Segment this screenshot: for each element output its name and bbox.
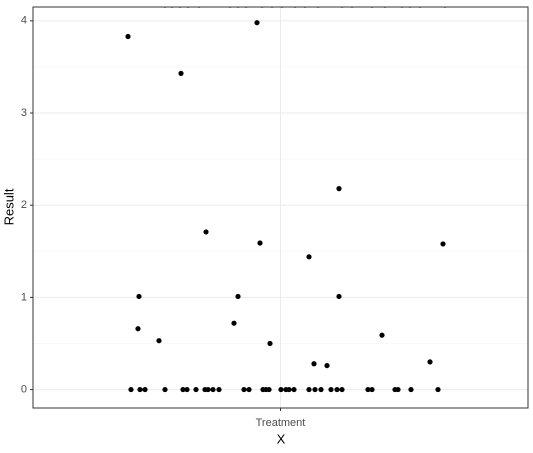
grid (33, 7, 528, 408)
point (210, 386, 216, 393)
point (184, 386, 190, 393)
point (241, 386, 247, 393)
point (286, 386, 292, 393)
point (178, 70, 184, 76)
point (254, 20, 260, 26)
point (156, 338, 162, 344)
x-axis-title: X (277, 431, 286, 446)
y-tick-label: 1 (21, 291, 27, 303)
point (395, 386, 401, 393)
point (435, 386, 441, 393)
point (336, 293, 342, 300)
point (267, 340, 273, 347)
y-tick-label: 4 (21, 15, 27, 27)
point (291, 386, 297, 393)
y-tick-label: 3 (21, 107, 27, 119)
point (408, 386, 414, 393)
points (125, 7, 447, 393)
point (334, 386, 340, 393)
point (205, 386, 211, 393)
point (365, 386, 371, 393)
point (216, 386, 222, 393)
point (306, 254, 312, 260)
point (379, 332, 385, 338)
point (324, 362, 330, 369)
point (369, 386, 375, 393)
point (339, 386, 345, 393)
point (328, 386, 334, 393)
point (135, 326, 141, 332)
point (440, 241, 446, 247)
point (193, 386, 199, 393)
point (231, 320, 237, 326)
y-tick-label: 0 (21, 383, 27, 395)
point (257, 240, 263, 246)
point (137, 386, 143, 393)
point (128, 386, 134, 393)
x-tick-label: Treatment (256, 417, 306, 429)
point (125, 33, 131, 40)
y-tick-label: 2 (21, 199, 27, 211)
point (142, 386, 148, 393)
point (246, 386, 252, 393)
point (336, 186, 342, 192)
point (136, 293, 142, 300)
point (235, 293, 241, 300)
point (312, 386, 318, 393)
point (278, 386, 284, 393)
point (311, 361, 317, 367)
point (180, 386, 186, 393)
point (306, 386, 312, 393)
point (203, 229, 209, 235)
point (162, 386, 168, 393)
point (318, 386, 324, 393)
point (266, 386, 272, 393)
y-axis-title: Result (1, 188, 16, 225)
point (427, 359, 433, 365)
